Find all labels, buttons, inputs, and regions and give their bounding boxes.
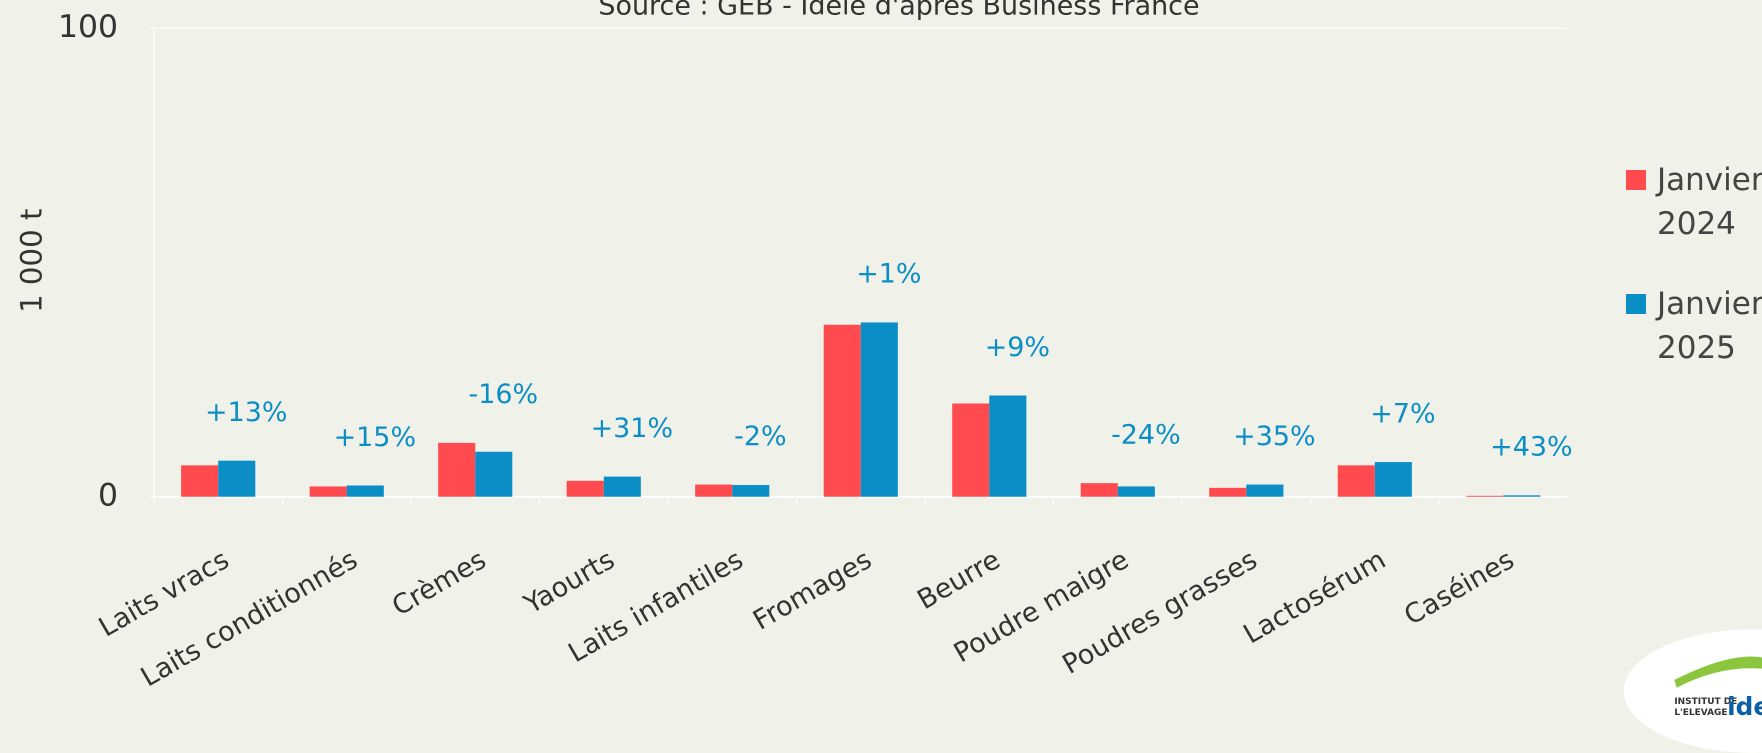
bar: [1503, 495, 1541, 497]
bar: [1337, 465, 1375, 497]
y-tick-label: 0: [98, 478, 118, 514]
bar: [1246, 484, 1284, 497]
bar: [1209, 487, 1247, 497]
annotation: +15%: [334, 422, 417, 453]
bar: [860, 322, 898, 497]
x-tick-label: Laits conditionnés: [136, 544, 363, 693]
annotation: +1%: [856, 259, 921, 290]
x-tick-label: Beurre: [912, 544, 1005, 616]
bar: [1374, 462, 1412, 497]
bar: [952, 403, 990, 497]
bar: [1466, 495, 1504, 497]
y-tick-label: 100: [58, 9, 118, 45]
logo-text: L'ELEVAGE: [1674, 708, 1727, 718]
chart-subtitle: Source : GEB - Idele d'après Business Fr…: [598, 0, 1199, 21]
annotation: +43%: [1490, 432, 1573, 463]
annotation: +31%: [591, 413, 674, 444]
bar: [181, 465, 219, 497]
annotation: -16%: [469, 379, 539, 410]
bar: [218, 460, 256, 497]
bar: [695, 484, 733, 497]
x-tick-label: Crèmes: [387, 544, 492, 622]
bar: [1080, 483, 1118, 497]
bar: [309, 486, 347, 497]
x-tick-label: Yaourts: [518, 544, 620, 621]
legend-label: Janvier 2024: [1657, 162, 1762, 242]
bar: [566, 480, 604, 497]
annotation: -24%: [1111, 419, 1181, 450]
bar: [823, 324, 861, 497]
bar: [1117, 486, 1155, 497]
logo-swoosh: [1674, 656, 1762, 688]
bar: [346, 485, 384, 497]
annotation: +9%: [985, 332, 1050, 363]
logo-name: idele: [1727, 692, 1762, 721]
bar: [475, 451, 513, 497]
legend-label: Janvier 2025: [1657, 286, 1762, 366]
annotation: -2%: [734, 421, 787, 452]
bar: [603, 476, 641, 497]
x-tick-label: Fromages: [748, 544, 877, 636]
bar: [989, 395, 1027, 497]
x-tick-label: Caséines: [1399, 544, 1519, 631]
annotation: +35%: [1233, 421, 1316, 452]
legend-swatch: [1626, 170, 1646, 190]
bar: [732, 485, 770, 497]
x-tick-label: Lactosérum: [1238, 544, 1391, 650]
bar: [438, 442, 476, 497]
legend-swatch: [1626, 294, 1646, 314]
logo-text: INSTITUT DE: [1674, 697, 1737, 707]
annotation: +7%: [1370, 398, 1435, 429]
y-axis-label: 1 000 t: [15, 209, 49, 313]
annotation: +13%: [205, 397, 288, 428]
